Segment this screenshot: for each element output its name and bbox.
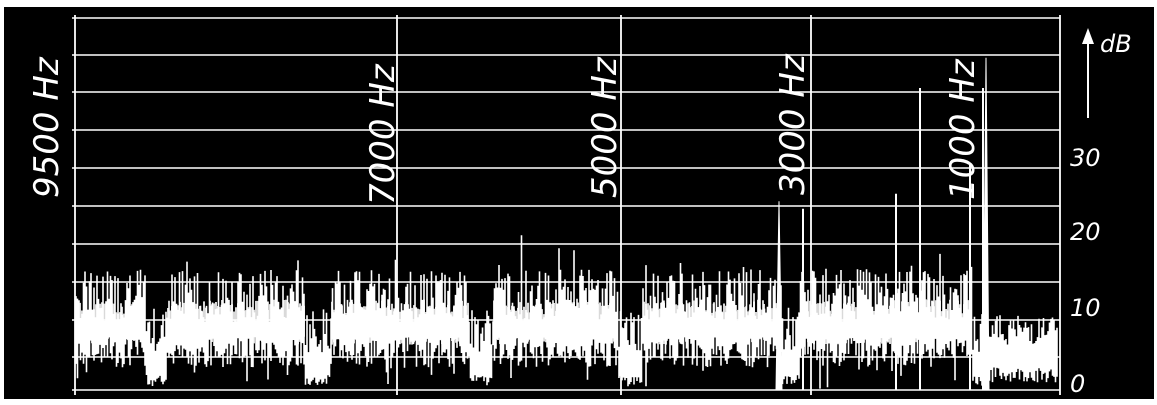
peak-lines <box>775 57 990 391</box>
freq-label-9500: 9500 Hz <box>27 56 67 198</box>
y-tick-0: 0 <box>1070 370 1085 398</box>
peak-1000-Hz <box>982 57 990 391</box>
peak-3000-Hz <box>775 201 783 391</box>
y-tick-30: 30 <box>1070 144 1101 172</box>
y-tick-20: 20 <box>1070 218 1101 246</box>
freq-label-7000: 7000 Hz <box>363 63 403 205</box>
db-axis-arrowhead <box>1082 28 1094 44</box>
db-axis-label: dB <box>1100 30 1132 58</box>
freq-label-1000: 1000 Hz <box>943 58 983 200</box>
freq-label-3000: 3000 Hz <box>773 53 813 195</box>
y-tick-10: 10 <box>1070 294 1101 322</box>
freq-label-5000: 5000 Hz <box>585 56 625 198</box>
